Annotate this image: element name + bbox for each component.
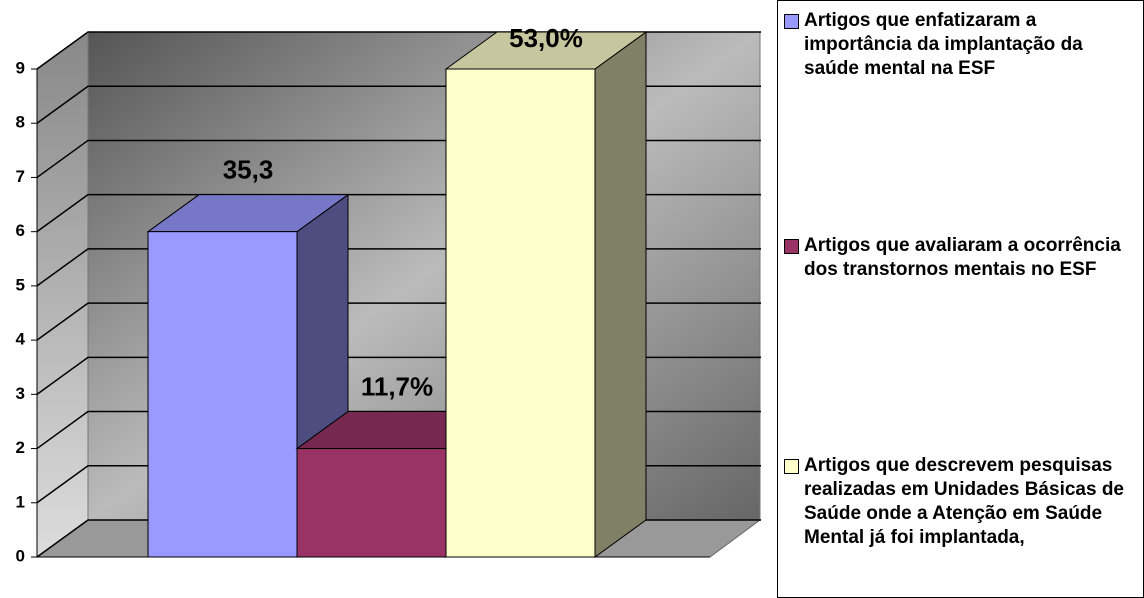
y-tick-label: 8 bbox=[16, 113, 25, 132]
y-tick-label: 5 bbox=[16, 275, 25, 294]
legend-item: Artigos que avaliaram a ocorrência dos t… bbox=[784, 234, 1134, 282]
legend-swatch bbox=[784, 14, 799, 29]
y-tick-label: 0 bbox=[16, 546, 25, 565]
legend-label: Artigos que avaliaram a ocorrência dos t… bbox=[804, 235, 1121, 280]
y-tick-label: 7 bbox=[16, 167, 25, 186]
legend-item: Artigos que enfatizaram a importância da… bbox=[784, 9, 1134, 81]
data-label: 35,3 bbox=[223, 155, 274, 185]
y-tick-label: 2 bbox=[16, 438, 25, 457]
legend-swatch bbox=[784, 239, 799, 254]
legend: Artigos que enfatizaram a importância da… bbox=[777, 0, 1144, 598]
legend-label: Artigos que descrevem pesquisas realizad… bbox=[804, 455, 1124, 548]
legend-item: Artigos que descrevem pesquisas realizad… bbox=[784, 454, 1134, 550]
bar bbox=[445, 68, 596, 558]
y-tick-label: 6 bbox=[16, 221, 25, 240]
y-tick-label: 1 bbox=[16, 492, 25, 511]
y-tick-label: 3 bbox=[16, 384, 25, 403]
legend-label: Artigos que enfatizaram a importância da… bbox=[804, 10, 1083, 79]
y-tick-label: 4 bbox=[16, 330, 26, 349]
y-tick-label: 9 bbox=[16, 58, 25, 77]
side-wall bbox=[36, 31, 89, 558]
legend-swatch bbox=[784, 459, 799, 474]
bar-side bbox=[594, 31, 647, 558]
plot: 0 1 2 3 4 5 6 7 8 9 35,3 11,7% 53,0% bbox=[16, 23, 762, 565]
data-label: 11,7% bbox=[361, 371, 433, 401]
data-label: 53,0% bbox=[509, 23, 583, 53]
bar bbox=[147, 231, 298, 558]
bar bbox=[296, 448, 447, 558]
